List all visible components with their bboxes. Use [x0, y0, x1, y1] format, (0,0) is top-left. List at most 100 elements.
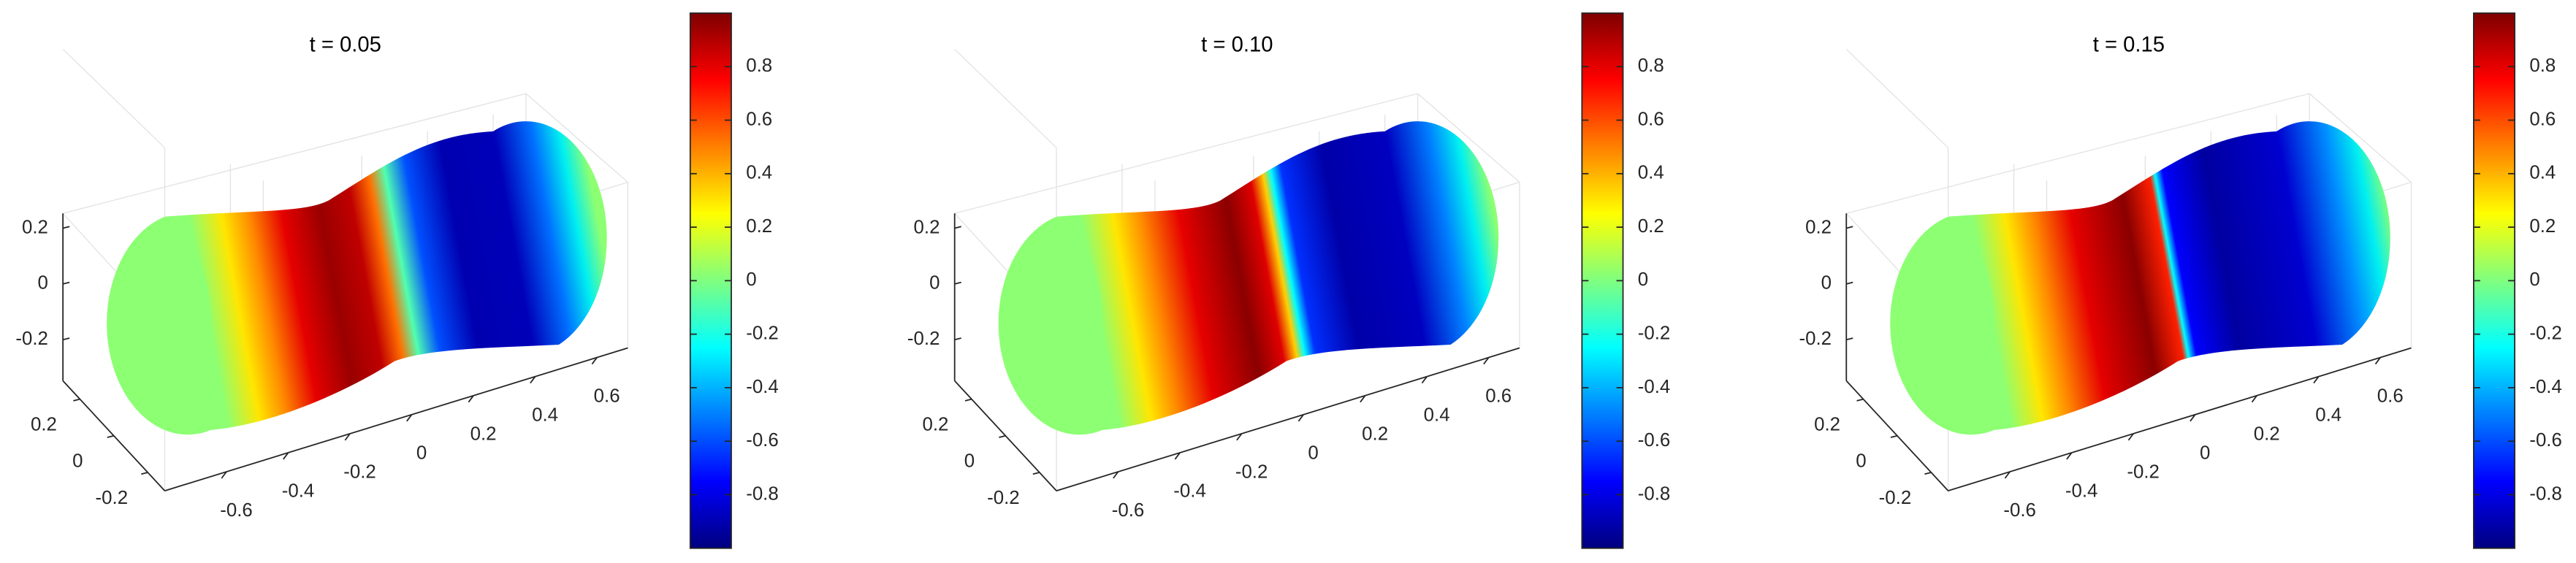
x-tick-label: -0.2 [1235, 462, 1268, 483]
x-tick [2251, 395, 2257, 403]
colorbar-tick-label: -0.4 [1638, 377, 1671, 397]
x-tick-label: -0.6 [220, 500, 253, 521]
x-tick [1113, 471, 1119, 479]
y-tick-label: -0.2 [1879, 488, 1912, 508]
x-tick-label: -0.4 [2065, 481, 2098, 502]
colorbar-tick-label: -0.8 [1638, 483, 1671, 504]
x-tick-label: 0.2 [470, 424, 497, 444]
box-edge [1846, 93, 2310, 214]
x-tick [406, 414, 413, 422]
y-tick-label: 0.2 [923, 414, 949, 434]
y-tick [73, 398, 80, 402]
x-axis [1056, 347, 1520, 491]
panel: t = 0.05 -0.6 -0.4 -0.2 0 0.2 0.4 0.6 -0.2 0 0.2 -0… [15, 12, 779, 549]
x-tick [1360, 395, 1366, 403]
x-tick-label: 0.6 [1485, 386, 1512, 406]
y-tick-label: 0.2 [31, 414, 57, 434]
x-tick-label: 0 [1308, 443, 1318, 464]
z-tick-label: 0.2 [22, 217, 48, 237]
box-edge [1417, 93, 1520, 183]
y-tick [1856, 398, 1864, 402]
colorbar-tick-label: -0.6 [746, 430, 779, 451]
box-edge [1845, 48, 1949, 148]
x-tick [1236, 433, 1243, 441]
y-tick-label: 0 [1856, 451, 1866, 472]
z-tick-label: -0.2 [15, 329, 48, 349]
y-tick [1924, 472, 1932, 475]
box-edge [954, 93, 1418, 214]
x-tick-label: 0.2 [2254, 424, 2280, 444]
x-tick [591, 357, 598, 365]
x-tick-label: -0.6 [1112, 500, 1145, 521]
x-tick-label: 0.4 [1424, 405, 1450, 425]
surface [1890, 121, 2390, 435]
surface-cap [112, 224, 211, 422]
x-tick [344, 433, 351, 441]
x-tick-label: 0.4 [2315, 405, 2341, 425]
box-edge [2309, 93, 2412, 183]
colorbar-tick-label: 0.4 [1638, 163, 1664, 183]
panel: t = 0.15 -0.6 -0.4 -0.2 0 0.2 0.4 0.6 -0.2 0 0.2 -0… [1799, 12, 2562, 549]
y-tick [964, 398, 972, 402]
z-tick [1846, 337, 1853, 341]
x-tick-label: 0.2 [1362, 424, 1388, 444]
box-edge [62, 93, 527, 214]
colorbar-tick-label: -0.4 [2529, 377, 2562, 397]
x-tick [2127, 433, 2134, 441]
z-tick [62, 226, 70, 229]
z-tick-label: 0 [929, 273, 940, 294]
x-tick [2004, 471, 2011, 479]
colorbar-tick-label: 0.6 [1638, 109, 1664, 129]
z-tick [954, 226, 961, 229]
x-tick-label: 0.6 [2377, 386, 2404, 406]
y-tick-label: 0 [72, 451, 83, 472]
x-tick [2374, 357, 2381, 365]
colorbar-tick-label: 0.2 [1638, 216, 1664, 237]
x-tick [2313, 376, 2320, 384]
z-tick [1846, 226, 1853, 229]
x-tick [2190, 414, 2196, 422]
colorbar-tick-label: -0.8 [746, 483, 779, 504]
x-tick [1297, 414, 1304, 422]
colorbar-tick-label: -0.8 [2529, 483, 2562, 504]
surface [107, 121, 607, 435]
x-tick [1174, 452, 1181, 460]
x-tick-label: 0.4 [532, 405, 558, 425]
z-tick-label: -0.2 [907, 329, 940, 349]
colorbar-tick-label: 0 [746, 269, 756, 290]
x-tick-label: -0.4 [1173, 481, 1206, 502]
x-tick-label: -0.6 [2003, 500, 2036, 521]
colorbar-tick-label: 0 [2529, 269, 2539, 290]
y-tick-label: 0.2 [1814, 414, 1840, 434]
box-edge [954, 48, 1057, 148]
colorbar-tick-label: 0.4 [2529, 163, 2556, 183]
z-tick-label: 0.2 [914, 217, 940, 237]
x-tick [468, 395, 474, 403]
y-tick [999, 434, 1006, 438]
x-tick-label: -0.2 [343, 462, 376, 483]
y-tick [107, 434, 115, 438]
y-tick-label: -0.2 [987, 488, 1020, 508]
colorbar [1581, 12, 1624, 549]
colorbar-tick-label: -0.4 [746, 377, 779, 397]
colorbar [689, 12, 732, 549]
colorbar-tick-label: 0.2 [2529, 216, 2556, 237]
colorbar-tick-label: -0.6 [1638, 430, 1671, 451]
colorbar-tick-label: 0.4 [746, 163, 772, 183]
chart-title: t = 0.10 [1201, 34, 1273, 57]
box-edge [525, 93, 628, 183]
z-tick-label: -0.2 [1799, 329, 1832, 349]
y-tick-label: -0.2 [96, 488, 129, 508]
surface [998, 121, 1499, 435]
x-tick [1483, 357, 1490, 365]
colorbar-tick-label: -0.6 [2529, 430, 2562, 451]
x-axis [1948, 347, 2412, 491]
colorbar [2473, 12, 2516, 549]
z-tick [62, 337, 70, 341]
y-tick-label: 0 [964, 451, 975, 472]
x-tick-label: 0 [2200, 443, 2210, 464]
z-tick [954, 337, 961, 341]
x-tick [283, 452, 289, 460]
